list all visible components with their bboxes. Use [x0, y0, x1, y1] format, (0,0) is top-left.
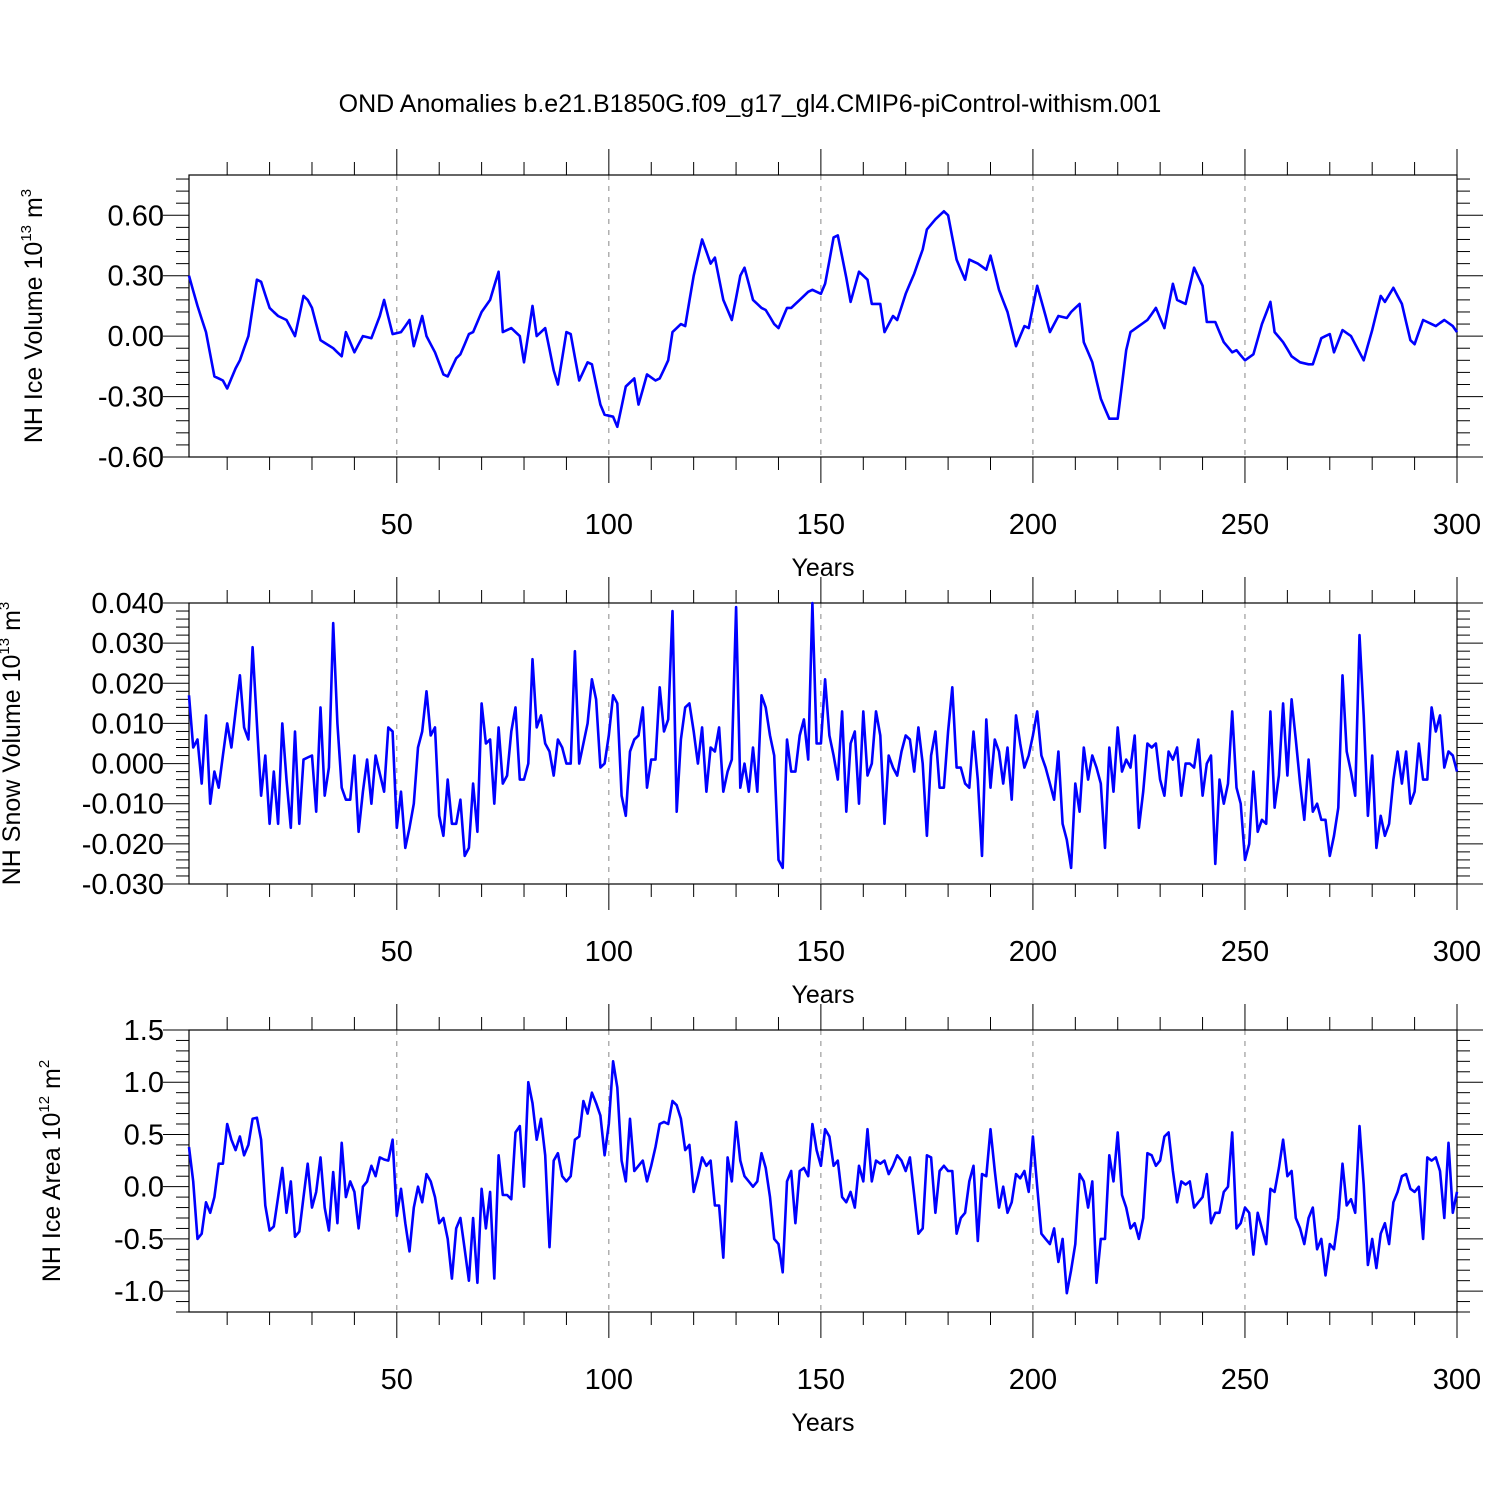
y-axis-label: NH Ice Area 1012 m2 — [36, 1060, 66, 1282]
x-tick-label: 200 — [1009, 1364, 1057, 1396]
x-tick-label: 200 — [1009, 936, 1057, 968]
x-axis-label: Years — [791, 1409, 854, 1437]
y-tick-label: -0.030 — [82, 869, 164, 901]
y-axis-label: NH Snow Volume 1013 m3 — [0, 602, 26, 886]
y-tick-label: 0.000 — [91, 749, 164, 781]
x-tick-label: 50 — [381, 1364, 413, 1396]
y-tick-label: 0.00 — [108, 321, 164, 353]
y-tick-label: -0.60 — [98, 442, 164, 474]
y-tick-label: 0.020 — [91, 668, 164, 700]
panel-3: -1.0 -0.5 0.0 0.5 1.0 1.5 50 100 150 200 250 300 Yea… — [36, 1004, 1483, 1437]
x-tick-label: 150 — [797, 936, 845, 968]
chart-title: OND Anomalies b.e21.B1850G.f09_g17_gl4.C… — [339, 90, 1162, 118]
y-tick-label: -0.010 — [82, 789, 164, 821]
x-tick-label: 200 — [1009, 509, 1057, 541]
y-tick-label: 0.040 — [91, 588, 164, 620]
x-tick-label: 300 — [1433, 1364, 1481, 1396]
y-tick-label: 0.60 — [108, 200, 164, 232]
panel-2: -0.030 -0.020 -0.010 0.000 0.010 0.020 0.030 0.… — [0, 577, 1483, 1009]
y-tick-label: -0.30 — [98, 382, 164, 414]
y-tick-label: 0.30 — [108, 261, 164, 293]
x-tick-label: 50 — [381, 509, 413, 541]
x-tick-label: 250 — [1221, 509, 1269, 541]
y-tick-label: -0.020 — [82, 829, 164, 861]
x-axis-label: Years — [791, 554, 854, 582]
series-line — [187, 601, 1459, 870]
y-tick-label: 0.0 — [124, 1172, 164, 1204]
plot-frame — [188, 602, 1458, 885]
y-tick-label: 1.0 — [124, 1067, 164, 1099]
x-tick-label: 50 — [381, 936, 413, 968]
y-tick-label: 1.5 — [124, 1015, 164, 1047]
x-axis-label: Years — [791, 981, 854, 1009]
x-tick-label: 150 — [797, 1364, 845, 1396]
y-axis-label: NH Ice Volume 1013 m3 — [18, 189, 48, 443]
x-tick-label: 250 — [1221, 936, 1269, 968]
series-line — [187, 210, 1459, 429]
y-tick-label: 0.030 — [91, 628, 164, 660]
x-tick-label: 100 — [585, 1364, 633, 1396]
series-line — [187, 1060, 1459, 1295]
x-tick-label: 300 — [1433, 936, 1481, 968]
plot-frame — [188, 1029, 1458, 1313]
y-tick-label: -0.5 — [114, 1224, 164, 1256]
y-tick-label: 0.010 — [91, 708, 164, 740]
x-tick-label: 100 — [585, 936, 633, 968]
x-tick-label: 150 — [797, 509, 845, 541]
y-tick-label: 0.5 — [124, 1119, 164, 1151]
x-tick-label: 100 — [585, 509, 633, 541]
plot-frame — [188, 174, 1458, 458]
x-tick-label: 250 — [1221, 1364, 1269, 1396]
x-tick-label: 300 — [1433, 509, 1481, 541]
panel-1: -0.60 -0.30 0.00 0.30 0.60 50 100 150 200 250 300 Y… — [18, 149, 1483, 582]
y-tick-label: -1.0 — [114, 1276, 164, 1308]
